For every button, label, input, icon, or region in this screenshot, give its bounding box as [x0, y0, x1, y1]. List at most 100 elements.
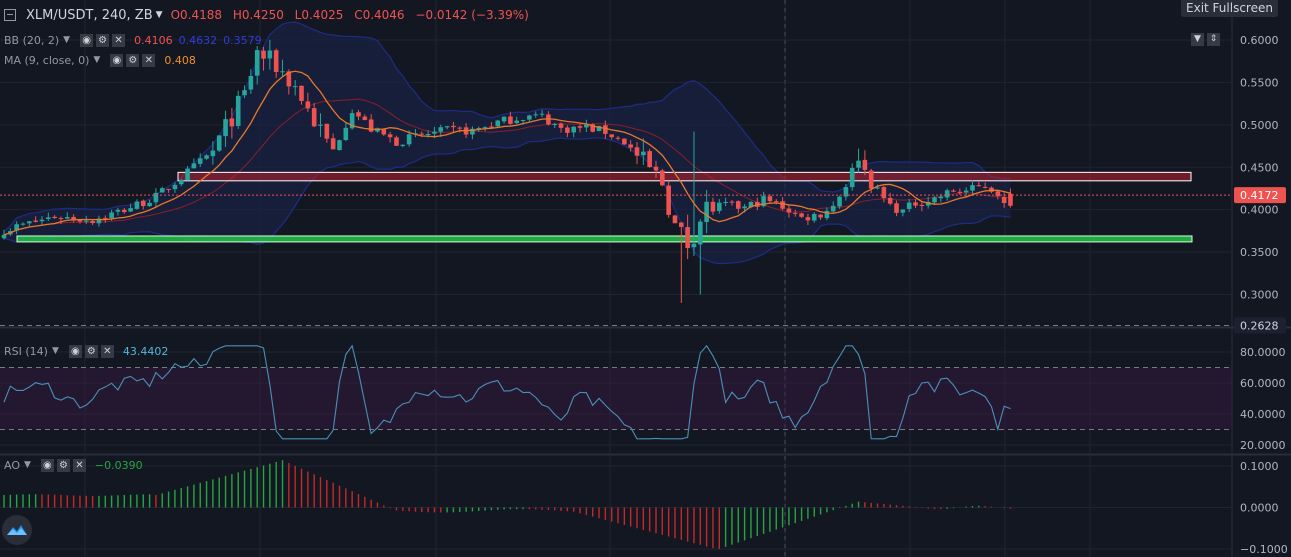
candle-body	[609, 134, 614, 138]
close-icon[interactable]: ✕	[100, 344, 114, 358]
price-tick-label: 0.5000	[1240, 119, 1279, 132]
chevron-down-icon[interactable]: ▼	[24, 460, 31, 470]
candle-body	[191, 163, 197, 169]
gear-icon[interactable]: ⚙	[96, 33, 110, 47]
ma-name[interactable]: MA (9, close, 0)	[4, 53, 90, 67]
candle-body	[432, 131, 437, 134]
candle-body	[622, 138, 627, 145]
candle-body	[362, 116, 368, 120]
candle-body	[584, 124, 589, 128]
menu-icon[interactable]	[4, 9, 16, 21]
candle-body	[185, 168, 190, 181]
candle-body	[476, 128, 482, 130]
bb-basis-value: 0.4106	[134, 33, 173, 47]
candle-body	[723, 201, 728, 203]
collapse-pane-icon[interactable]: ▼	[1191, 33, 1204, 46]
candle-body	[482, 127, 488, 129]
candle-body	[634, 147, 640, 156]
chevron-down-icon[interactable]: ▼	[93, 55, 101, 65]
candle-body	[197, 158, 203, 164]
chevron-down-icon[interactable]: ▼	[51, 346, 59, 356]
candle-body	[887, 197, 893, 204]
close-icon[interactable]: ✕	[72, 458, 86, 472]
tradingview-logo[interactable]	[2, 515, 32, 545]
candle-body	[615, 137, 621, 139]
price-tick-label: 0.3500	[1240, 246, 1279, 259]
bollinger-upper-line	[3, 21, 1011, 232]
rsi-name[interactable]: RSI (14)	[4, 344, 48, 358]
candle-body	[46, 217, 51, 220]
bb-name[interactable]: BB (20, 2)	[4, 33, 60, 47]
exit-fullscreen-button[interactable]: Exit Fullscreen	[1181, 0, 1278, 17]
candle-body	[944, 190, 950, 198]
eye-icon[interactable]: ◉	[80, 33, 94, 47]
candle-body	[571, 126, 576, 133]
ao-name[interactable]: AO	[4, 458, 20, 472]
candle-body	[489, 126, 494, 128]
candle-body	[628, 144, 633, 148]
last-price-label: 0.4172	[1240, 189, 1279, 202]
bb-upper-value: 0.4632	[178, 33, 218, 47]
ma-legend: MA (9, close, 0) ▼ ◉ ⚙ ✕ 0.408	[4, 52, 196, 68]
candle-body	[963, 190, 969, 193]
candle-body	[748, 202, 754, 208]
candle-body	[134, 201, 140, 209]
candle-body	[235, 95, 241, 126]
candle-body	[925, 201, 931, 206]
candle-body	[178, 179, 184, 185]
candle-body	[387, 134, 393, 138]
rsi-tick-label: 80.0000	[1240, 346, 1286, 359]
candle-body	[96, 218, 102, 224]
candle-body	[102, 217, 108, 219]
rsi-tick-label: 40.0000	[1240, 408, 1286, 421]
candle-body	[166, 188, 171, 190]
ohlc-values: O0.4188 H0.4250 L0.4025 C0.4046 −0.0142 …	[171, 8, 536, 22]
candle-body	[425, 134, 431, 136]
eye-icon[interactable]: ◉	[40, 458, 54, 472]
ao-tick-label: 0.1000	[1240, 460, 1279, 473]
close-icon[interactable]: ✕	[142, 53, 156, 67]
rsi-value: 43.4402	[122, 344, 169, 358]
candle-body	[552, 124, 558, 126]
candle-body	[381, 128, 387, 135]
price-tick-label: 0.4000	[1240, 204, 1279, 217]
candle-body	[438, 127, 444, 132]
candle-body	[261, 50, 266, 59]
candle-body	[995, 191, 1001, 197]
chevron-down-icon[interactable]: ▼	[155, 10, 163, 20]
candle-body	[337, 140, 342, 151]
candle-body	[216, 135, 222, 151]
price-tick-label: 0.6000	[1240, 34, 1279, 47]
candle-body	[767, 196, 773, 202]
candle-body	[906, 202, 912, 209]
gear-icon[interactable]: ⚙	[84, 344, 98, 358]
gear-icon[interactable]: ⚙	[126, 53, 140, 67]
candle-body	[660, 170, 665, 186]
eye-icon[interactable]: ◉	[68, 344, 82, 358]
eye-icon[interactable]: ◉	[110, 53, 124, 67]
high-value: H0.4250	[232, 8, 284, 22]
candle-body	[444, 126, 450, 128]
candle-body	[292, 86, 298, 88]
candle-body	[742, 206, 747, 209]
candle-body	[875, 187, 880, 189]
candle-body	[862, 159, 868, 170]
candle-body	[856, 160, 861, 168]
close-icon[interactable]: ✕	[112, 33, 126, 47]
candle-body	[20, 223, 26, 225]
candle-body	[539, 113, 545, 115]
candle-body	[140, 200, 146, 207]
candle-body	[223, 119, 228, 137]
candle-body	[830, 205, 836, 212]
symbol-title[interactable]: XLM/USDT, 240, ZB	[26, 7, 153, 23]
candle-body	[773, 201, 779, 203]
candle-body	[349, 113, 355, 129]
gear-icon[interactable]: ⚙	[56, 458, 70, 472]
candle-body	[52, 216, 57, 219]
candle-body	[799, 213, 804, 217]
open-value: O0.4188	[170, 8, 222, 22]
maximize-pane-icon[interactable]: ⇕	[1207, 33, 1220, 46]
candle-body	[704, 201, 709, 223]
chevron-down-icon[interactable]: ▼	[63, 35, 71, 45]
